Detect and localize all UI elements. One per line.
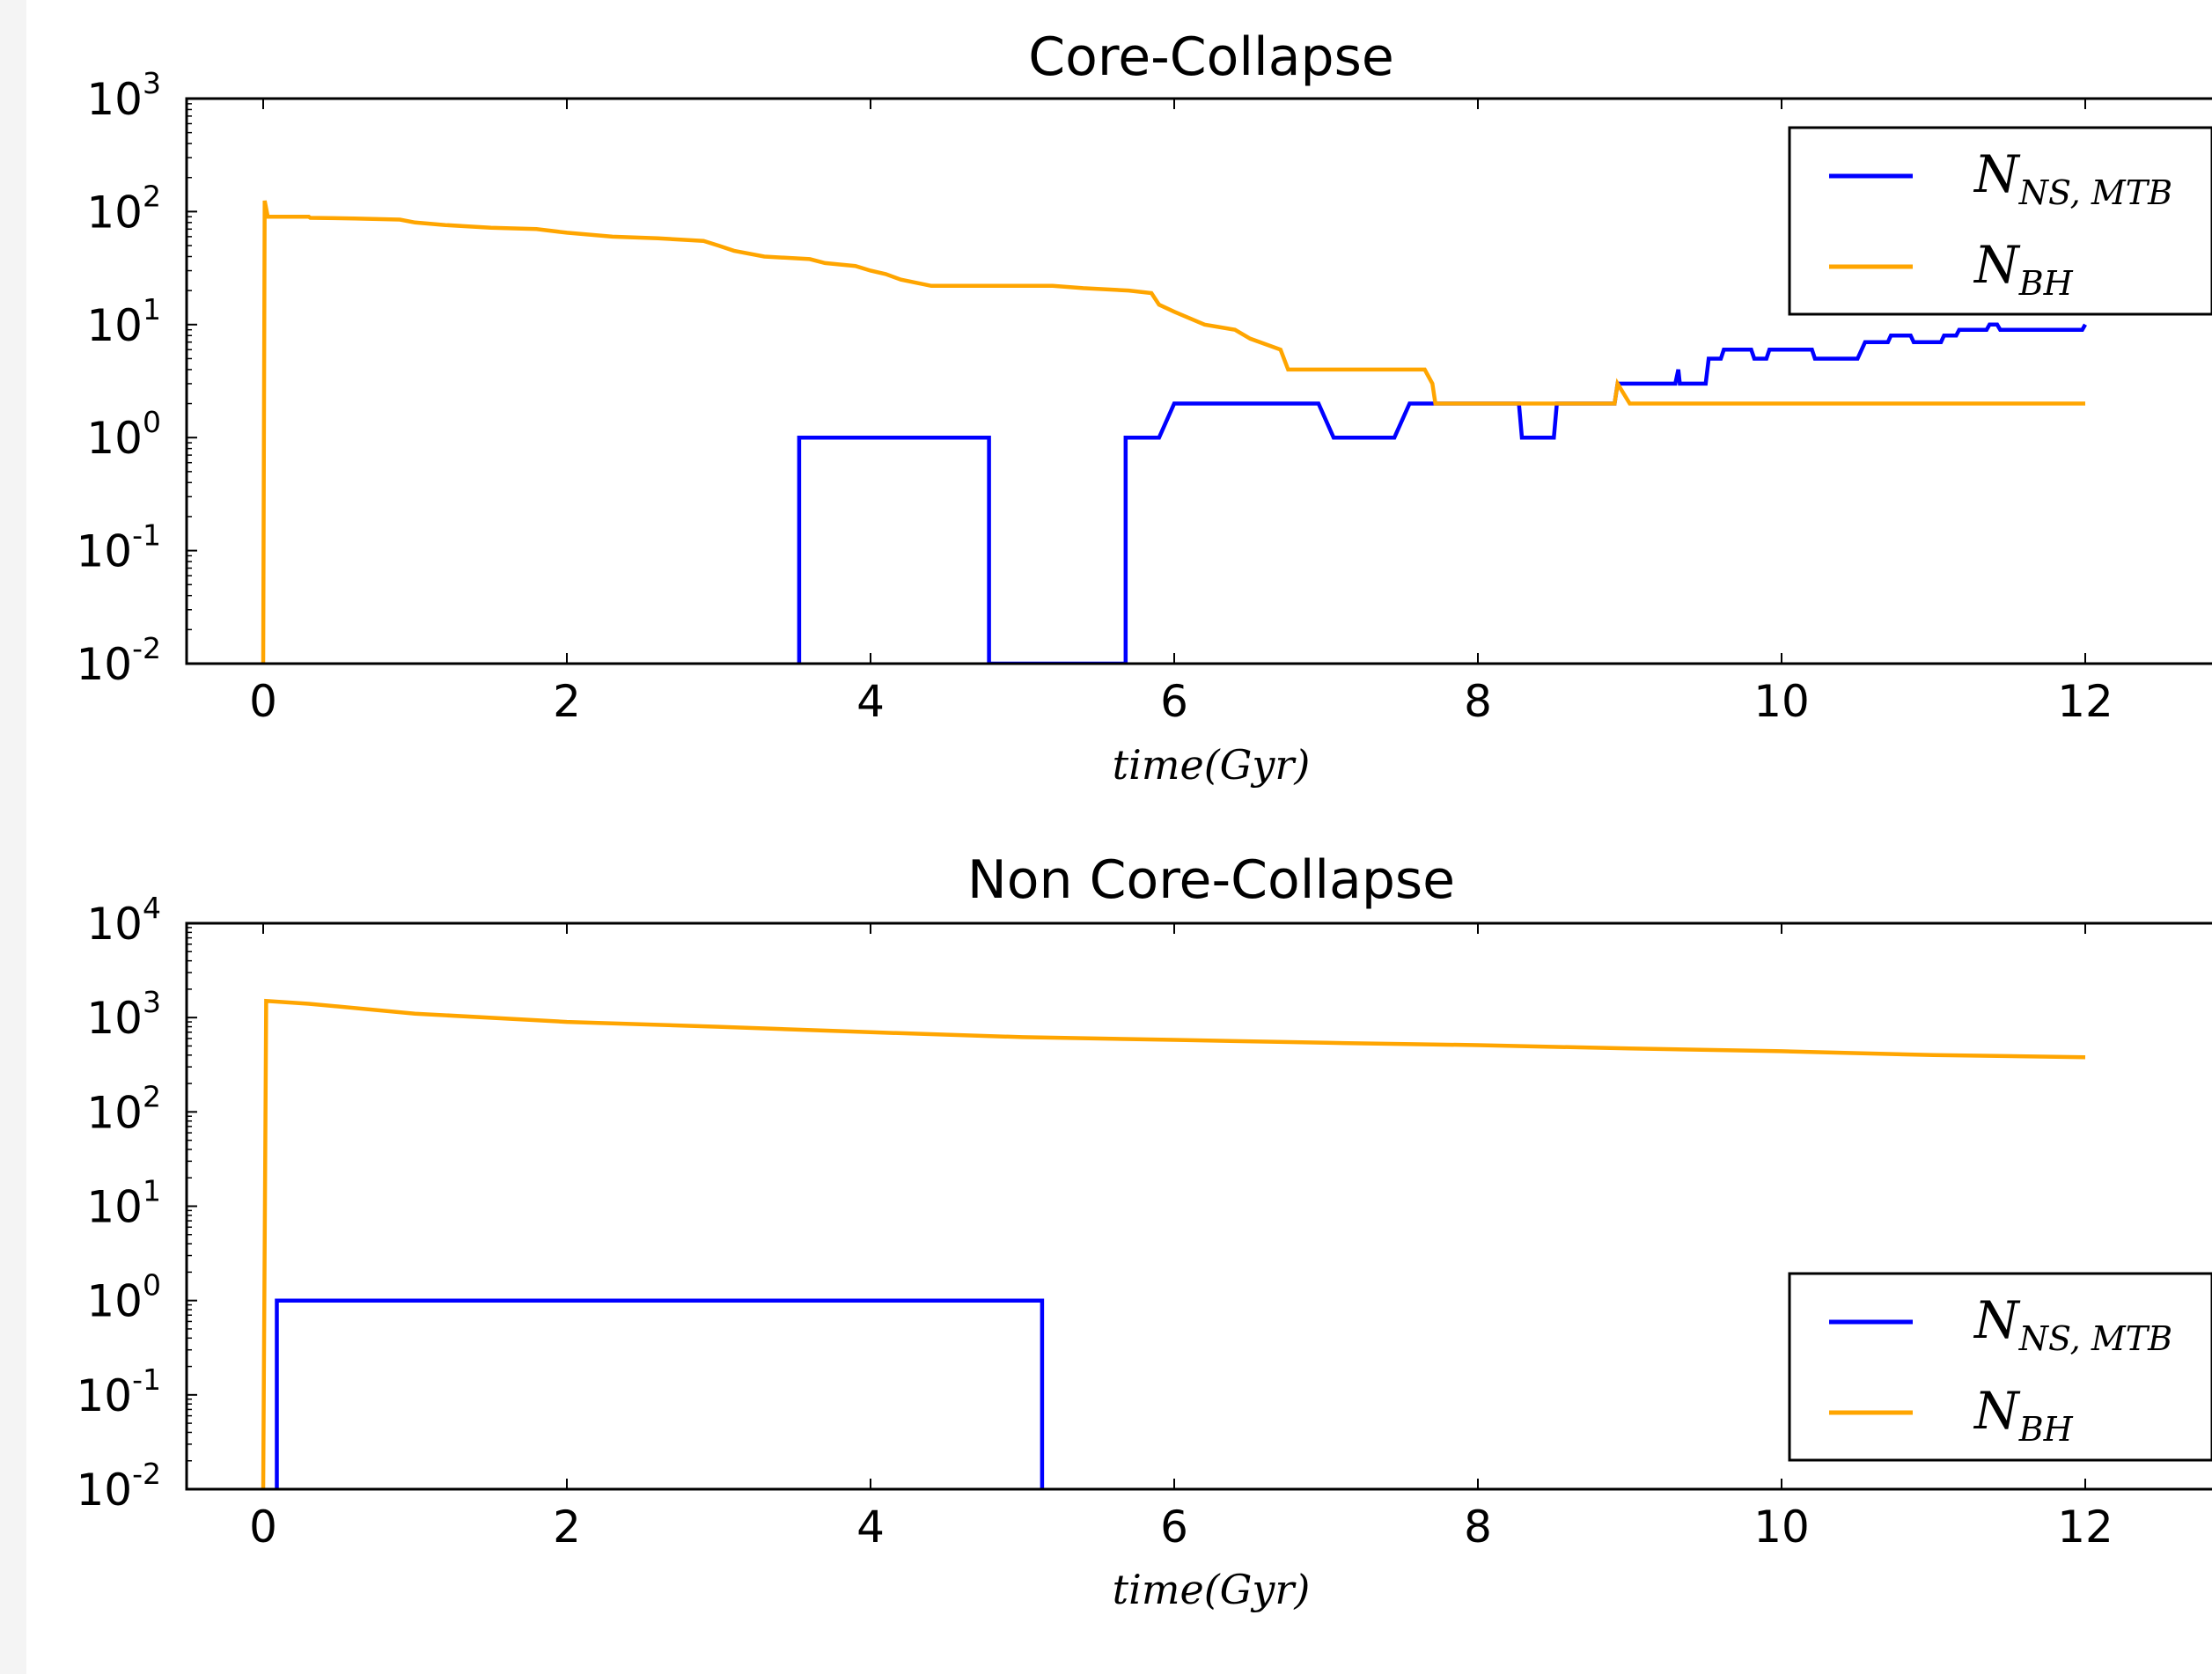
y-tick-exponent: -1 [132, 518, 161, 553]
x-tick-label: 6 [1160, 1501, 1188, 1553]
x-tick-label: 8 [1464, 1501, 1492, 1553]
legend-entry-label: NNS, MTB [1973, 1290, 2172, 1358]
y-tick-label: 10-1 [76, 1362, 161, 1421]
y-tick-base: 10 [86, 993, 143, 1044]
legend-label-subscript: NS, MTB [2018, 1319, 2172, 1358]
y-tick-base: 10 [86, 413, 143, 464]
series-line-nsmtb [275, 1298, 1045, 1489]
y-tick-exponent: 3 [143, 985, 161, 1019]
legend-entry-label: NNS, MTB [1973, 144, 2172, 212]
legend-label-main: N [1973, 1290, 2021, 1350]
legend-entry-label: NBH [1973, 1381, 2074, 1449]
x-tick-label: 12 [2057, 676, 2113, 727]
y-tick-exponent: 0 [143, 1268, 161, 1303]
y-tick-exponent: 0 [143, 405, 161, 439]
legend-label-main: N [1973, 235, 2021, 295]
legend-box [1788, 126, 2212, 316]
y-tick-label: 100 [86, 405, 161, 464]
x-tick-label: 12 [2057, 1501, 2113, 1553]
y-tick-base: 10 [76, 639, 132, 690]
y-tick-label: 10-2 [76, 631, 161, 690]
x-tick-label: 8 [1464, 676, 1492, 727]
y-tick-label: 103 [86, 66, 161, 125]
axes-frame [185, 921, 2212, 1491]
y-tick-label: 104 [86, 891, 161, 950]
y-tick-label: 102 [86, 1079, 161, 1138]
legend-label-main: N [1973, 144, 2021, 204]
y-tick-base: 10 [86, 1182, 143, 1233]
x-tick-label: 0 [249, 1501, 277, 1553]
y-tick-label: 101 [86, 292, 161, 351]
y-tick-base: 10 [86, 187, 143, 238]
legend-label-subscript: BH [2018, 1410, 2074, 1449]
x-axis-label: time(Gyr) [1113, 741, 1311, 789]
y-tick-base: 10 [76, 1465, 132, 1516]
y-tick-base: 10 [86, 74, 143, 125]
y-tick-exponent: -1 [132, 1362, 161, 1397]
y-tick-exponent: 4 [143, 891, 161, 925]
x-tick-label: 10 [1753, 1501, 1810, 1553]
y-tick-label: 101 [86, 1174, 161, 1233]
chart-title: Core-Collapse [1028, 26, 1394, 88]
y-tick-label: 102 [86, 179, 161, 238]
x-tick-label: 10 [1753, 676, 1810, 727]
x-tick-label: 4 [856, 676, 885, 727]
axes-frame [185, 97, 2212, 665]
x-axis-label: time(Gyr) [1113, 1566, 1311, 1613]
y-tick-base: 10 [86, 1276, 143, 1327]
y-tick-exponent: -2 [132, 1457, 161, 1491]
x-tick-label: 2 [553, 676, 581, 727]
legend-entry-label: NBH [1973, 235, 2074, 303]
legend-label-main: N [1973, 1381, 2021, 1441]
y-tick-label: 10-1 [76, 518, 161, 577]
y-tick-base: 10 [86, 899, 143, 950]
y-tick-exponent: 3 [143, 66, 161, 100]
y-tick-base: 10 [76, 1370, 132, 1421]
left-edge-strip [0, 0, 26, 1674]
series-line-nsmtb [797, 322, 2087, 664]
chart-title: Non Core-Collapse [967, 849, 1455, 911]
series-line-bh [261, 998, 2086, 1489]
y-tick-exponent: 2 [143, 1079, 161, 1113]
y-tick-exponent: 2 [143, 179, 161, 213]
x-tick-label: 4 [856, 1501, 885, 1553]
series-group [261, 998, 2086, 1489]
legend-label-subscript: BH [2018, 264, 2074, 303]
legend-label-subscript: NS, MTB [2018, 173, 2172, 212]
y-tick-base: 10 [76, 526, 132, 577]
legend-box [1788, 1272, 2212, 1462]
y-tick-label: 103 [86, 985, 161, 1044]
x-tick-label: 2 [553, 1501, 581, 1553]
y-tick-base: 10 [86, 1087, 143, 1138]
x-tick-label: 0 [249, 676, 277, 727]
y-tick-label: 10-2 [76, 1457, 161, 1516]
y-tick-exponent: -2 [132, 631, 161, 665]
y-tick-base: 10 [86, 300, 143, 351]
y-tick-exponent: 1 [143, 292, 161, 327]
y-tick-label: 100 [86, 1268, 161, 1327]
x-tick-label: 6 [1160, 676, 1188, 727]
y-tick-exponent: 1 [143, 1174, 161, 1208]
series-group [261, 200, 2087, 664]
series-line-bh [261, 200, 2085, 664]
